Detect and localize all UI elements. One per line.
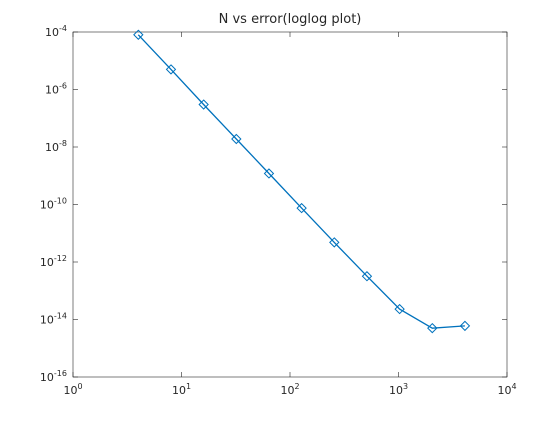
y-tick-label: 10-16 (40, 369, 67, 384)
data-point-marker (263, 168, 275, 179)
plot-area (72, 31, 508, 378)
y-tick-label: 10-8 (45, 139, 67, 154)
y-tick-label: 10-4 (45, 24, 67, 39)
x-tick-label: 100 (63, 382, 82, 397)
y-axis-ticks: 10-4 10-6 10-8 10-10 10-12 10-14 10-16 (40, 24, 507, 384)
data-point-marker (231, 133, 242, 145)
data-point-marker (296, 202, 307, 214)
data-point-marker (329, 237, 340, 248)
series-line (137, 34, 465, 329)
x-tick-label: 103 (389, 382, 408, 397)
chart-title: N vs error(loglog plot) (219, 12, 362, 27)
y-tick-label: 10-14 (40, 312, 67, 327)
data-point-marker (427, 322, 438, 334)
x-tick-label: 101 (172, 382, 191, 397)
x-axis-ticks: 100 101 102 103 104 (63, 32, 517, 397)
data-point-marker (165, 64, 177, 75)
y-tick-label: 10-12 (40, 254, 67, 269)
y-tick-label: 10-6 (45, 82, 67, 97)
data-point-marker (361, 271, 373, 282)
data-point-marker (459, 320, 471, 332)
data-point-marker (394, 303, 405, 315)
x-tick-label: 104 (497, 382, 516, 397)
data-point-marker (198, 99, 209, 110)
x-tick-label: 102 (280, 382, 299, 397)
data-point-marker (133, 29, 144, 40)
y-tick-label: 10-10 (40, 197, 67, 212)
series-group (133, 29, 471, 334)
